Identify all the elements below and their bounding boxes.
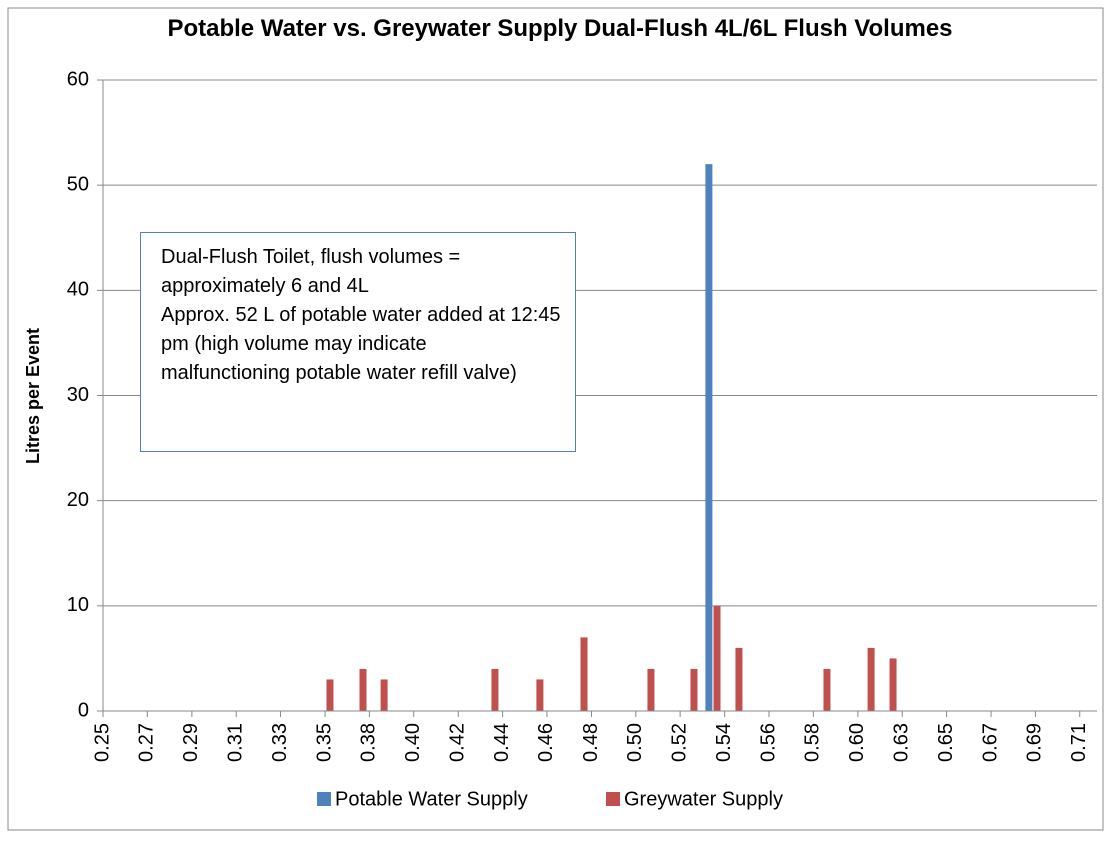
x-tick-label: 0.38 — [358, 723, 380, 762]
bar — [735, 647, 743, 711]
x-tick-label: 0.27 — [136, 723, 158, 762]
bar — [823, 668, 831, 711]
legend-swatch — [606, 792, 620, 806]
x-tick-label: 0.65 — [935, 723, 957, 762]
x-tick-label: 0.50 — [624, 723, 646, 762]
bar — [705, 164, 713, 712]
y-tick-label: 40 — [67, 279, 89, 301]
bar — [647, 668, 655, 711]
bar — [380, 679, 388, 711]
x-tick-label: 0.60 — [846, 723, 868, 762]
x-tick-label: 0.35 — [313, 723, 335, 762]
x-tick-label: 0.33 — [269, 723, 291, 762]
annotation: Dual-Flush Toilet, flush volumes = appro… — [140, 232, 576, 452]
x-tick-label: 0.40 — [402, 723, 424, 762]
bar — [326, 679, 334, 711]
y-tick-label: 20 — [67, 489, 89, 511]
y-tick-label: 30 — [67, 384, 89, 406]
bar — [867, 647, 875, 711]
bar — [690, 668, 698, 711]
x-tick-label: 0.67 — [979, 723, 1001, 762]
x-tick-label: 0.58 — [802, 723, 824, 762]
legend-swatch — [317, 792, 331, 806]
x-tick-label: 0.54 — [713, 723, 735, 762]
legend-label: Potable Water Supply — [335, 788, 528, 810]
legend-label: Greywater Supply — [624, 788, 783, 810]
x-tick-label: 0.29 — [180, 723, 202, 762]
annotation-line: Dual-Flush Toilet, flush volumes = appro… — [161, 246, 461, 297]
y-tick-label: 10 — [67, 594, 89, 616]
chart-title: Potable Water vs. Greywater Supply Dual-… — [167, 15, 953, 42]
y-axis-label: Litres per Event — [23, 328, 43, 464]
y-tick-label: 50 — [67, 173, 89, 195]
x-tick-label: 0.56 — [757, 723, 779, 762]
y-tick-label: 60 — [67, 68, 89, 90]
y-tick-label: 0 — [78, 699, 89, 721]
x-tick-label: 0.71 — [1068, 723, 1090, 762]
x-tick-label: 0.46 — [535, 723, 557, 762]
x-tick-label: 0.69 — [1024, 723, 1046, 762]
x-tick-label: 0.25 — [91, 723, 113, 762]
bar — [491, 668, 499, 711]
bar — [713, 605, 721, 711]
bar — [359, 668, 367, 711]
x-tick-label: 0.44 — [491, 723, 513, 762]
bar — [536, 679, 544, 711]
x-tick-label: 0.52 — [668, 723, 690, 762]
x-tick-label: 0.42 — [447, 723, 469, 762]
annotation-line: Approx. 52 L of potable water added at 1… — [161, 304, 561, 384]
x-tick-label: 0.48 — [580, 723, 602, 762]
x-tick-label: 0.63 — [890, 723, 912, 762]
x-tick-label: 0.31 — [224, 723, 246, 762]
bar — [580, 637, 588, 711]
bar — [889, 658, 897, 711]
